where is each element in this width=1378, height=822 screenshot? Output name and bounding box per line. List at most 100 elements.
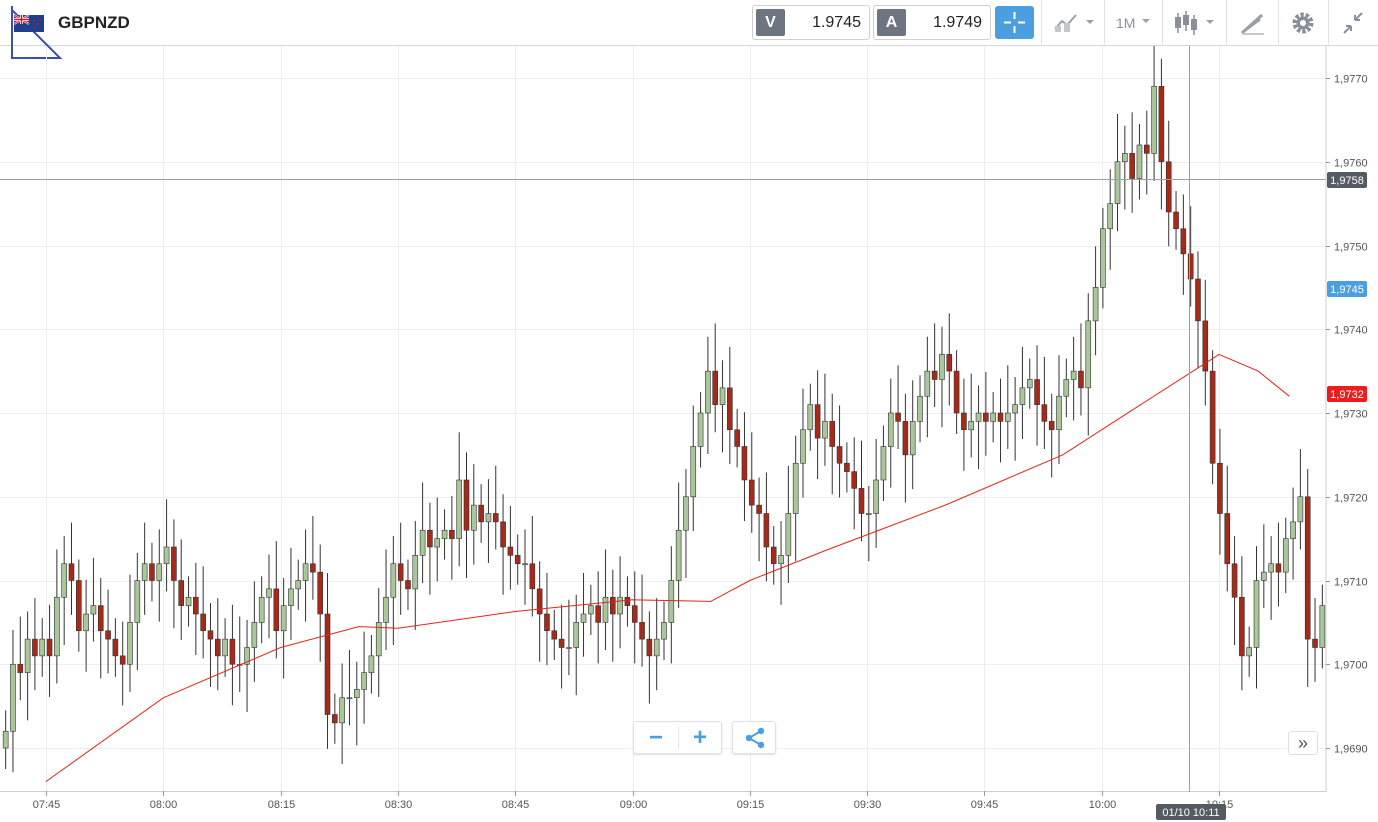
candle-body-up bbox=[792, 462, 799, 514]
candle-body-down bbox=[529, 563, 536, 590]
candle-body-up bbox=[222, 638, 228, 657]
buy-price: 1.9749 bbox=[933, 14, 982, 31]
price-tick-label: 1,9760 bbox=[1334, 158, 1368, 170]
candle bbox=[39, 618, 46, 677]
collapse-button[interactable] bbox=[1338, 7, 1368, 39]
candle bbox=[1253, 546, 1260, 689]
candle bbox=[1173, 191, 1179, 250]
candle-body-down bbox=[32, 638, 38, 657]
candle-body-down bbox=[97, 605, 104, 632]
candle bbox=[1122, 125, 1128, 210]
candle bbox=[478, 484, 484, 543]
candle bbox=[983, 371, 989, 456]
candle bbox=[54, 549, 60, 684]
candle-body-down bbox=[1275, 563, 1282, 573]
candle-body-up bbox=[778, 555, 784, 565]
candle bbox=[727, 346, 733, 465]
candle-body-up bbox=[1122, 153, 1128, 163]
candle-style-button[interactable] bbox=[1172, 7, 1220, 39]
candle bbox=[90, 557, 97, 642]
candle bbox=[24, 611, 31, 721]
drawing-tools-button[interactable] bbox=[1238, 7, 1268, 39]
candle bbox=[32, 598, 38, 691]
candle-body-down bbox=[500, 521, 506, 548]
candle-body-up bbox=[383, 596, 389, 623]
candle-body-up bbox=[266, 588, 272, 598]
candle bbox=[419, 482, 426, 584]
candle-body-down bbox=[76, 580, 82, 632]
candle-body-down bbox=[983, 412, 989, 422]
candle-body-up bbox=[1085, 320, 1092, 389]
candle bbox=[712, 323, 719, 433]
candle-body-down bbox=[193, 596, 199, 615]
candle-body-down bbox=[171, 546, 177, 581]
candle bbox=[368, 634, 375, 694]
crosshair-icon bbox=[1004, 12, 1025, 33]
candle bbox=[332, 693, 338, 744]
chart-type-button[interactable] bbox=[1052, 7, 1098, 39]
candle-body-up bbox=[375, 622, 382, 657]
candle-body-down bbox=[609, 596, 616, 615]
flag-icon bbox=[14, 15, 44, 32]
buy-tag: A bbox=[877, 9, 906, 36]
candle-body-up bbox=[1261, 571, 1267, 581]
candle bbox=[1187, 206, 1194, 307]
candle bbox=[997, 378, 1004, 463]
candle bbox=[1005, 365, 1011, 450]
candle-body-down bbox=[1048, 421, 1055, 431]
zoom-controls: − + bbox=[633, 721, 722, 754]
candle bbox=[792, 435, 799, 562]
candle bbox=[229, 604, 236, 706]
candle bbox=[317, 544, 323, 662]
candle-body-down bbox=[46, 638, 53, 657]
candle-body-up bbox=[939, 354, 945, 380]
candle bbox=[953, 350, 960, 434]
candle bbox=[1048, 393, 1055, 478]
candle bbox=[119, 621, 126, 706]
candle bbox=[295, 559, 302, 610]
candle-body-up bbox=[419, 529, 426, 556]
candle bbox=[573, 594, 580, 696]
candle-body-down bbox=[405, 580, 411, 590]
candle bbox=[851, 437, 857, 530]
candle-body-down bbox=[1224, 513, 1231, 565]
candle bbox=[822, 373, 828, 466]
candle bbox=[185, 576, 192, 627]
candle-body-down bbox=[324, 613, 331, 715]
candle bbox=[624, 576, 631, 627]
price-chart[interactable]: 1,9690 1,9700 1,9710 1,9720 1,9730 1,9740 1,97… bbox=[0, 46, 1378, 822]
candle bbox=[807, 383, 814, 451]
scroll-to-latest-button[interactable]: » bbox=[1288, 731, 1318, 755]
sell-quote-button[interactable]: V 1.9745 bbox=[752, 5, 870, 40]
candle bbox=[171, 519, 177, 629]
price-tick-label: 1,9730 bbox=[1334, 409, 1368, 421]
candle bbox=[156, 529, 163, 622]
candle bbox=[83, 579, 89, 672]
price-tick-label: 1,9770 bbox=[1334, 74, 1368, 86]
chart-toolbar: GBPNZD V 1.9745 A 1.9749 1M bbox=[0, 0, 1378, 59]
candle bbox=[514, 534, 521, 585]
candle bbox=[134, 552, 141, 671]
interval-dropdown[interactable]: 1M bbox=[1116, 15, 1150, 47]
crosshair-price-label: 1,9758 bbox=[1330, 175, 1364, 187]
candle bbox=[251, 581, 258, 682]
candle bbox=[924, 336, 931, 438]
candle-body-down bbox=[558, 638, 565, 648]
share-button[interactable] bbox=[732, 721, 776, 754]
zoom-out-button[interactable]: − bbox=[648, 724, 663, 751]
candle bbox=[112, 618, 119, 677]
crosshair-time-marker: 01/10 10:11 bbox=[1156, 804, 1226, 820]
buy-quote-button[interactable]: A 1.9749 bbox=[873, 5, 991, 40]
price-tick-label: 1,9690 bbox=[1334, 744, 1368, 756]
settings-button[interactable] bbox=[1288, 7, 1318, 39]
crosshair-button[interactable] bbox=[995, 6, 1034, 39]
candle bbox=[266, 554, 272, 639]
zoom-in-button[interactable]: + bbox=[692, 724, 707, 751]
candle bbox=[1107, 169, 1114, 270]
candle bbox=[17, 616, 24, 701]
candle bbox=[1019, 346, 1026, 439]
candle-body-up bbox=[668, 580, 675, 623]
candle bbox=[193, 562, 199, 656]
candle bbox=[1246, 626, 1252, 677]
candle bbox=[1143, 110, 1150, 195]
